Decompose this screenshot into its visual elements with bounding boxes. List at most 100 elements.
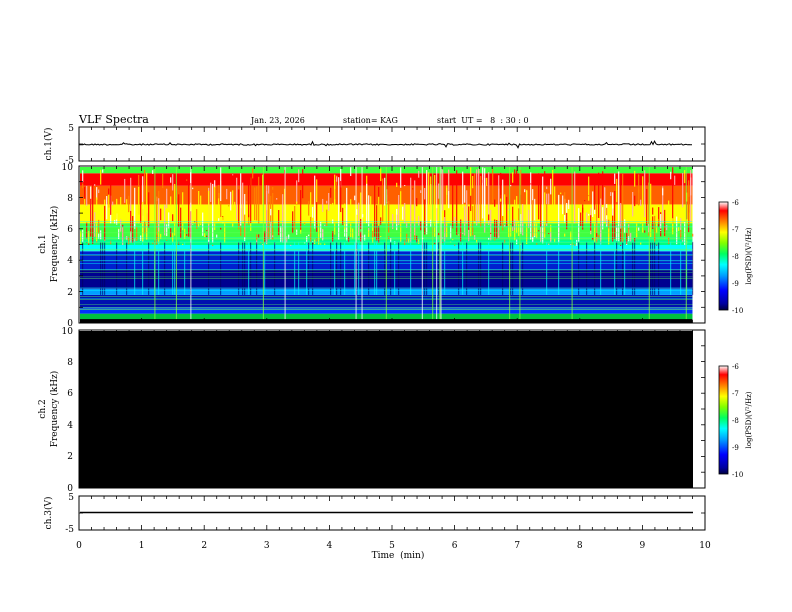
spectrogram-streak	[682, 173, 684, 208]
spectrogram-streak	[178, 243, 180, 245]
spectrogram-streak	[684, 222, 686, 245]
spectrogram-streak	[318, 206, 320, 245]
spectrogram-streak	[94, 212, 96, 237]
spectrogram-streak	[540, 179, 542, 228]
spectrogram-streak	[242, 182, 244, 222]
spectrogram-streak	[140, 183, 142, 223]
spectrogram-streak	[570, 231, 572, 240]
spectrogram-streak	[334, 179, 336, 215]
spectrogram-streak	[666, 224, 668, 231]
spectrogram-streak	[212, 244, 214, 246]
spectrogram-streak	[594, 184, 596, 210]
spectrogram-streak	[544, 171, 546, 182]
time-tick-9: 9	[640, 541, 646, 551]
spectrogram-streak	[658, 218, 660, 224]
spectrogram-streak	[376, 205, 378, 241]
spectrogram-streak	[214, 180, 216, 188]
ch1-spectrogram-image	[80, 167, 694, 323]
spectrogram-streak	[182, 243, 184, 245]
spectrogram-streak	[644, 230, 646, 233]
time-tick-2: 2	[201, 541, 207, 551]
spectrogram-lowband-streak	[600, 241, 602, 295]
spectrogram-streak	[424, 187, 426, 200]
spectrogram-lowband-streak	[294, 241, 296, 295]
spectrogram-streak	[98, 219, 100, 234]
spectrogram-lowband-streak	[522, 241, 524, 295]
spectrogram-streak	[310, 216, 312, 242]
spectrogram-streak	[360, 231, 362, 242]
spectrogram-streak	[622, 173, 624, 242]
spectrogram-streak	[352, 228, 354, 239]
ch3-waveform-panel: 5 -5 ch.3(V)	[43, 493, 706, 535]
spectrogram-streak	[148, 192, 150, 228]
ch1-spectrogram-ylabel: Frequency (kHz)	[49, 206, 60, 283]
spectrogram-streak	[428, 172, 430, 206]
spectrogram-streak	[210, 182, 212, 202]
spectrogram-streak	[120, 219, 122, 232]
ch1-spectrogram-ticks	[78, 165, 706, 324]
spectrogram-streak	[110, 180, 112, 215]
spectrogram-streak	[258, 234, 260, 238]
ch2-freq-tick-8: 8	[67, 358, 73, 368]
spectrogram-streak	[218, 218, 220, 221]
spectrogram-streak	[418, 215, 420, 226]
spectrogram-streak	[472, 206, 474, 236]
spectrogram-lowband-streak	[344, 241, 346, 295]
figure-title: VLF Spectra	[78, 113, 149, 126]
spectrogram-streak	[106, 196, 108, 220]
spectrogram-streak	[476, 239, 478, 243]
spectrogram-lowband-streak	[298, 241, 300, 295]
spectrogram-streak	[468, 206, 470, 230]
spectrogram-streak	[458, 234, 460, 236]
spectrogram-streak	[544, 192, 546, 238]
spectrogram-streak	[388, 200, 390, 233]
spectrogram-streak	[566, 212, 568, 230]
spectrogram-lowband-streak	[390, 241, 392, 295]
spectrogram-streak	[634, 195, 636, 207]
spectrogram-streak	[616, 178, 618, 203]
spectrogram-streak	[658, 207, 660, 228]
spectrogram-streak	[396, 182, 398, 187]
ch1-ytick-bottom: -5	[65, 156, 74, 166]
spectrogram-streak	[494, 238, 496, 241]
spectrogram-streak	[232, 190, 234, 207]
spectrogram-streak	[128, 195, 130, 213]
spectrogram-lowband-streak	[356, 241, 358, 295]
time-tick-3: 3	[264, 541, 270, 551]
ch1-waveform-panel: 5 -5 ch.1(V)	[43, 124, 706, 166]
spectrogram-streak	[96, 187, 98, 200]
spectrogram-lowband-streak	[126, 241, 128, 295]
spectrogram-streak	[82, 183, 84, 189]
spectrogram-streak	[348, 236, 350, 243]
spectrogram-streak	[158, 219, 160, 244]
spectrogram-streak	[514, 219, 516, 230]
spectrogram-streak	[300, 190, 302, 230]
spectrogram-streak	[542, 174, 544, 177]
spectrogram-streak	[488, 172, 490, 226]
spectrogram-streak	[206, 230, 208, 232]
spectrogram-streak	[148, 223, 150, 225]
ch1-colorbar	[718, 201, 729, 311]
spectrogram-streak	[640, 242, 642, 245]
spectrogram-streak	[552, 169, 554, 205]
spectrogram-streak	[382, 178, 384, 222]
spectrogram-streak	[298, 169, 300, 183]
spectrogram-streak	[256, 234, 258, 244]
spectrogram-streak	[384, 177, 386, 206]
spectrogram-streak	[454, 216, 456, 224]
spectrogram-streak	[342, 207, 344, 225]
ch1-colorbar-ticks: -6 -7 -8 -9 -10	[732, 199, 743, 315]
spectrogram-streak	[608, 228, 610, 242]
spectrogram-lowband-streak	[376, 241, 378, 295]
spectrogram-streak	[116, 198, 118, 220]
spectrogram-streak	[160, 208, 162, 221]
ch3-ytick-bottom: -5	[65, 525, 74, 535]
spectrogram-streak	[330, 187, 332, 198]
spectrogram-streak	[442, 237, 444, 239]
spectrogram-streak	[98, 233, 100, 239]
spectrogram-lowband-streak	[116, 241, 118, 295]
spectrogram-streak	[660, 229, 662, 231]
spectrogram-streak	[228, 205, 230, 207]
ch1-waveform-ylabel: ch.1(V)	[43, 128, 54, 161]
